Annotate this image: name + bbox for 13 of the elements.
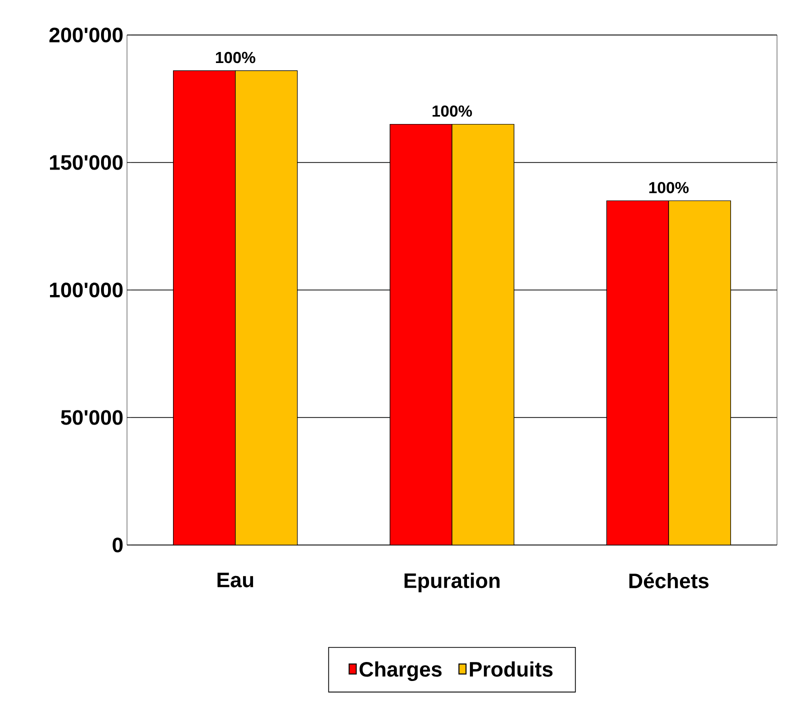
- x-tick-label: Déchets: [629, 572, 709, 588]
- annotation: 100%: [216, 52, 256, 64]
- annotation: 100%: [649, 182, 689, 194]
- x-tick-label: Epuration: [404, 572, 500, 592]
- y-tick-label: 50'000: [60, 410, 123, 425]
- y-tick-label: 100'000: [50, 282, 123, 298]
- legend-label: Produits: [470, 661, 553, 677]
- x-tick-label: Eau: [218, 572, 254, 588]
- legend-label: Charges: [360, 661, 442, 681]
- y-tick-label: 150'000: [50, 155, 123, 170]
- y-tick-label: 0: [112, 538, 123, 552]
- annotation: 100%: [432, 105, 472, 117]
- y-tick-label: 200'000: [49, 28, 123, 42]
